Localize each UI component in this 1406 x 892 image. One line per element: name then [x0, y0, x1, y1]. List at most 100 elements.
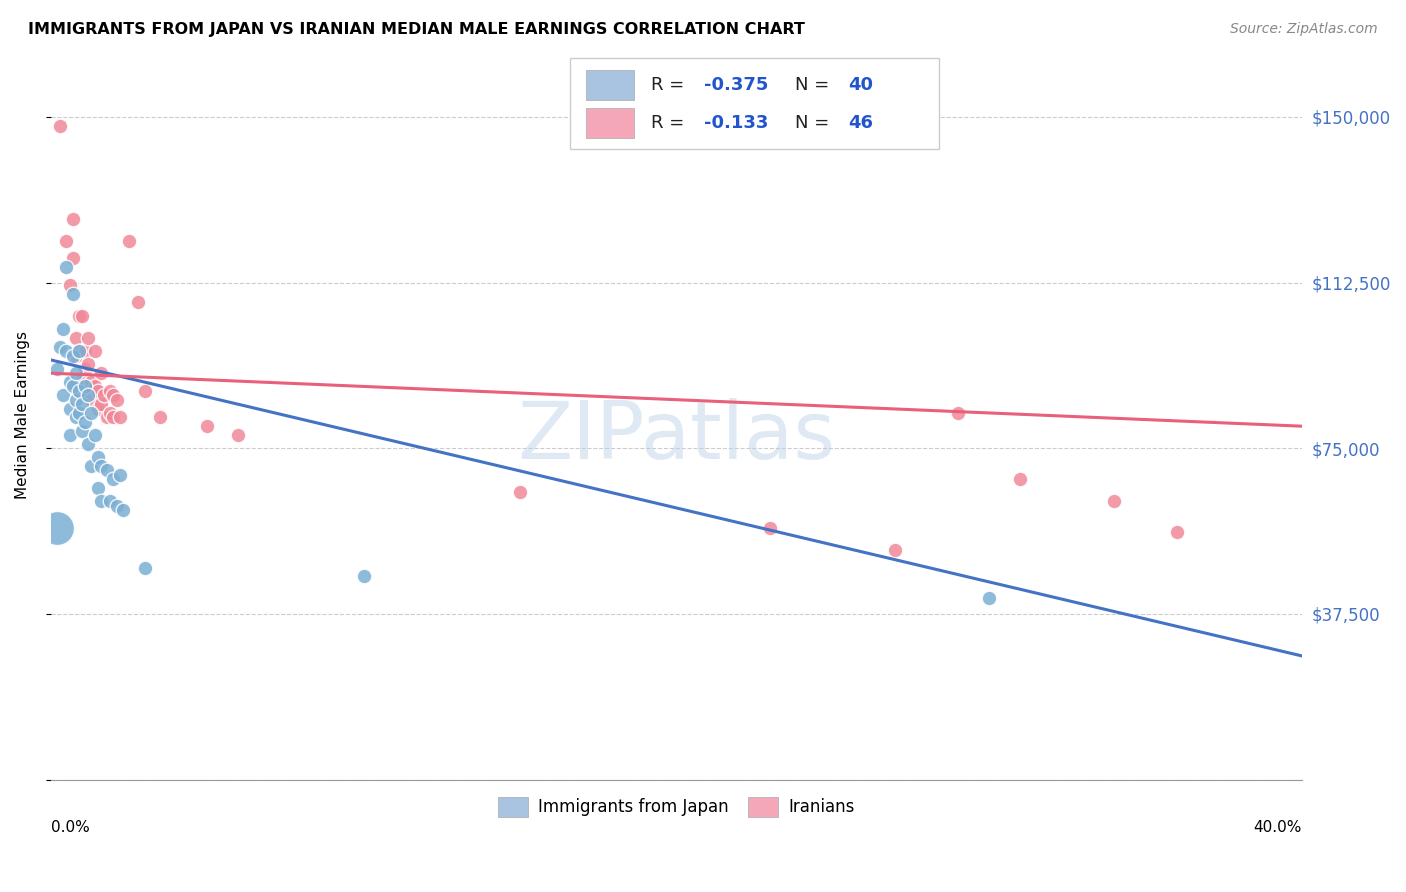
Point	[77, 437, 100, 451]
Text: R =: R =	[651, 114, 690, 132]
Text: -0.133: -0.133	[704, 114, 768, 132]
Point	[65, 375, 87, 389]
Point	[70, 397, 93, 411]
Point	[228, 428, 250, 442]
Point	[75, 415, 97, 429]
Text: ZIPatlas: ZIPatlas	[517, 398, 835, 476]
Point	[96, 463, 118, 477]
Point	[93, 388, 115, 402]
Text: 40: 40	[848, 76, 873, 94]
Legend: Immigrants from Japan, Iranians: Immigrants from Japan, Iranians	[491, 790, 862, 824]
Text: 46: 46	[848, 114, 873, 132]
Point	[55, 234, 77, 248]
Point	[979, 591, 1001, 606]
Point	[134, 560, 156, 574]
Point	[62, 252, 84, 266]
Point	[77, 388, 100, 402]
Point	[67, 406, 90, 420]
Point	[52, 388, 75, 402]
Point	[90, 494, 112, 508]
Point	[59, 277, 82, 292]
Point	[77, 331, 100, 345]
Point	[65, 410, 87, 425]
Point	[46, 361, 69, 376]
Point	[77, 357, 100, 371]
Point	[103, 410, 125, 425]
Point	[1010, 472, 1032, 486]
Point	[65, 366, 87, 380]
Point	[759, 521, 782, 535]
Point	[83, 379, 105, 393]
Point	[134, 384, 156, 398]
Point	[127, 295, 149, 310]
Point	[83, 428, 105, 442]
Point	[105, 499, 128, 513]
Point	[59, 375, 82, 389]
Point	[83, 344, 105, 359]
Point	[509, 485, 531, 500]
Point	[105, 392, 128, 407]
Point	[1102, 494, 1125, 508]
Point	[1166, 525, 1188, 540]
Point	[80, 458, 103, 473]
Point	[70, 309, 93, 323]
Point	[149, 410, 172, 425]
FancyBboxPatch shape	[586, 108, 634, 138]
Point	[67, 344, 90, 359]
Point	[67, 384, 90, 398]
Point	[46, 521, 69, 535]
Point	[62, 349, 84, 363]
FancyBboxPatch shape	[569, 58, 939, 149]
Point	[111, 503, 134, 517]
Text: IMMIGRANTS FROM JAPAN VS IRANIAN MEDIAN MALE EARNINGS CORRELATION CHART: IMMIGRANTS FROM JAPAN VS IRANIAN MEDIAN …	[28, 22, 806, 37]
Point	[108, 467, 131, 482]
Point	[70, 370, 93, 384]
Point	[55, 260, 77, 275]
Point	[103, 472, 125, 486]
Y-axis label: Median Male Earnings: Median Male Earnings	[15, 331, 30, 500]
Point	[87, 450, 110, 464]
Point	[118, 234, 141, 248]
Point	[80, 392, 103, 407]
Point	[59, 401, 82, 416]
Point	[65, 349, 87, 363]
Point	[75, 344, 97, 359]
Point	[98, 384, 121, 398]
Point	[67, 344, 90, 359]
Point	[96, 410, 118, 425]
Point	[70, 424, 93, 438]
Text: R =: R =	[651, 76, 690, 94]
Point	[108, 410, 131, 425]
Text: 40.0%: 40.0%	[1254, 820, 1302, 835]
FancyBboxPatch shape	[586, 70, 634, 100]
Text: Source: ZipAtlas.com: Source: ZipAtlas.com	[1230, 22, 1378, 37]
Text: -0.375: -0.375	[704, 76, 768, 94]
Point	[87, 401, 110, 416]
Point	[75, 361, 97, 376]
Point	[884, 542, 907, 557]
Point	[80, 375, 103, 389]
Point	[80, 406, 103, 420]
Point	[62, 211, 84, 226]
Point	[77, 384, 100, 398]
Point	[65, 331, 87, 345]
Point	[90, 366, 112, 380]
Point	[103, 388, 125, 402]
Point	[49, 119, 72, 133]
Point	[946, 406, 969, 420]
Point	[353, 569, 375, 583]
Point	[90, 397, 112, 411]
Point	[98, 406, 121, 420]
Point	[62, 379, 84, 393]
Point	[90, 458, 112, 473]
Point	[87, 384, 110, 398]
Point	[98, 494, 121, 508]
Point	[195, 419, 218, 434]
Point	[65, 392, 87, 407]
Point	[87, 481, 110, 495]
Point	[49, 340, 72, 354]
Point	[52, 322, 75, 336]
Text: N =: N =	[796, 76, 835, 94]
Point	[55, 344, 77, 359]
Point	[59, 428, 82, 442]
